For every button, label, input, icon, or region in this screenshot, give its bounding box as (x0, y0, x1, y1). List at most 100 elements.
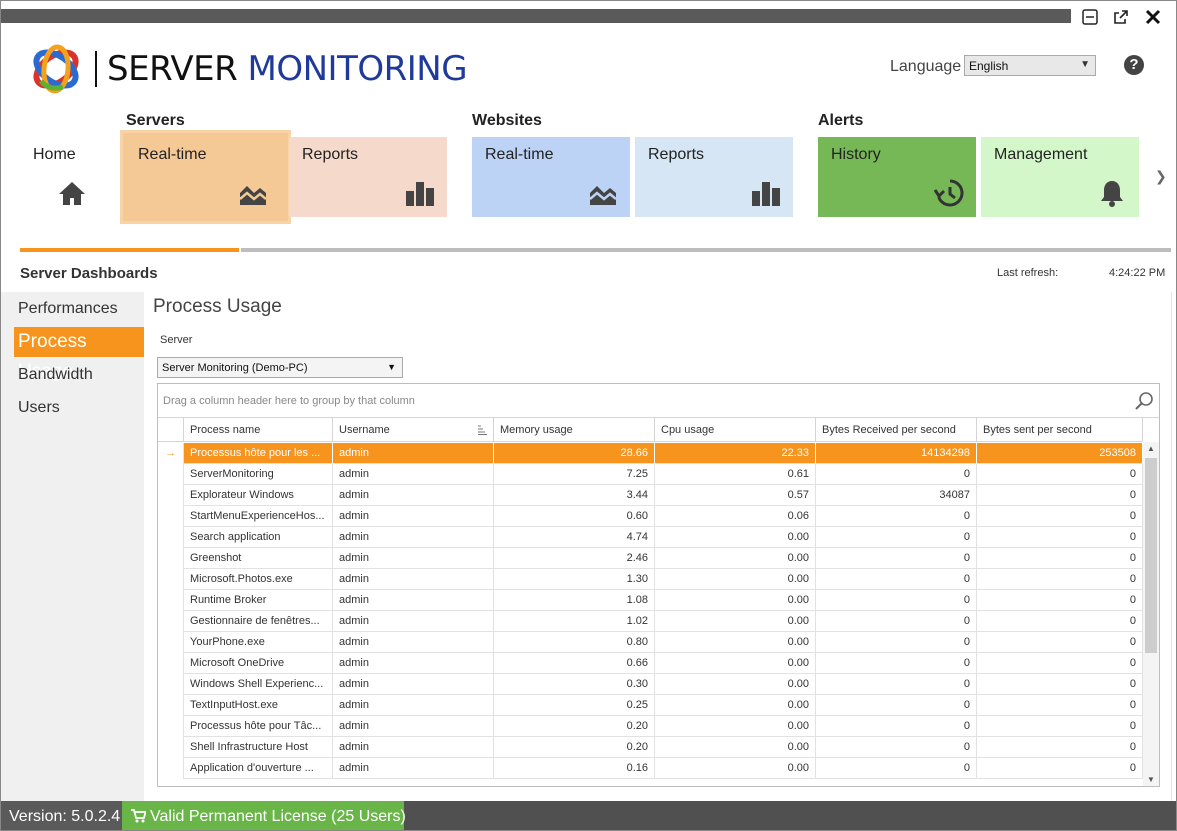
table-row[interactable]: ServerMonitoring admin 7.25 0.61 0 0 (158, 464, 1143, 485)
cell-cpu-usage[interactable]: 22.33 (655, 443, 816, 464)
cell-process-name[interactable]: Microsoft.Photos.exe (184, 569, 333, 590)
cell-process-name[interactable]: TextInputHost.exe (184, 695, 333, 716)
cell-username[interactable]: admin (333, 485, 494, 506)
cell-memory-usage[interactable]: 0.60 (494, 506, 655, 527)
cell-cpu-usage[interactable]: 0.06 (655, 506, 816, 527)
cell-bytes-sent[interactable]: 0 (977, 506, 1143, 527)
sidebar-item-performances[interactable]: Performances (18, 300, 118, 317)
cell-bytes-sent[interactable]: 0 (977, 632, 1143, 653)
table-row[interactable]: YourPhone.exe admin 0.80 0.00 0 0 (158, 632, 1143, 653)
scrollbar-thumb[interactable] (1145, 458, 1157, 653)
cell-bytes-sent[interactable]: 0 (977, 464, 1143, 485)
cell-bytes-received[interactable]: 0 (816, 674, 977, 695)
cell-bytes-sent[interactable]: 0 (977, 590, 1143, 611)
table-row[interactable]: Microsoft.Photos.exe admin 1.30 0.00 0 0 (158, 569, 1143, 590)
cell-bytes-sent[interactable]: 0 (977, 485, 1143, 506)
column-header-cpu-usage[interactable]: Cpu usage (655, 418, 816, 442)
table-row[interactable]: Processus hôte pour Tâc... admin 0.20 0.00 0… (158, 716, 1143, 737)
tile-websites-realtime[interactable]: Real-time (472, 137, 630, 217)
cell-memory-usage[interactable]: 4.74 (494, 527, 655, 548)
scroll-down-icon[interactable]: ▼ (1147, 775, 1155, 784)
cell-bytes-sent[interactable]: 0 (977, 548, 1143, 569)
cell-process-name[interactable]: Application d'ouverture ... (184, 758, 333, 779)
cell-username[interactable]: admin (333, 758, 494, 779)
tile-servers-reports[interactable]: Reports (289, 137, 447, 217)
tile-home[interactable]: Home (21, 137, 101, 217)
cell-username[interactable]: admin (333, 569, 494, 590)
cell-cpu-usage[interactable]: 0.00 (655, 548, 816, 569)
grid-vertical-scrollbar[interactable]: ▲ ▼ (1143, 442, 1159, 786)
cell-username[interactable]: admin (333, 632, 494, 653)
cell-memory-usage[interactable]: 1.08 (494, 590, 655, 611)
table-row[interactable]: Gestionnaire de fenêtres... admin 1.02 0.00… (158, 611, 1143, 632)
table-row[interactable]: Windows Shell Experienc... admin 0.30 0.00 0… (158, 674, 1143, 695)
cell-bytes-received[interactable]: 0 (816, 464, 977, 485)
cell-username[interactable]: admin (333, 527, 494, 548)
cell-cpu-usage[interactable]: 0.00 (655, 611, 816, 632)
cell-cpu-usage[interactable]: 0.00 (655, 695, 816, 716)
table-row[interactable]: Explorateur Windows admin 3.44 0.57 34087 0 (158, 485, 1143, 506)
cell-memory-usage[interactable]: 0.16 (494, 758, 655, 779)
cell-process-name[interactable]: Search application (184, 527, 333, 548)
cell-bytes-received[interactable]: 0 (816, 695, 977, 716)
cell-bytes-sent[interactable]: 0 (977, 527, 1143, 548)
table-row[interactable]: Runtime Broker admin 1.08 0.00 0 0 (158, 590, 1143, 611)
server-select[interactable]: Server Monitoring (Demo-PC) ▼ (157, 357, 403, 378)
cell-bytes-sent[interactable]: 0 (977, 611, 1143, 632)
table-row[interactable]: StartMenuExperienceHos... admin 0.60 0.06 0 0 (158, 506, 1143, 527)
cell-bytes-sent[interactable]: 0 (977, 737, 1143, 758)
cell-cpu-usage[interactable]: 0.00 (655, 674, 816, 695)
table-row[interactable]: TextInputHost.exe admin 0.25 0.00 0 0 (158, 695, 1143, 716)
cell-cpu-usage[interactable]: 0.00 (655, 527, 816, 548)
cell-bytes-sent[interactable]: 253508 (977, 443, 1143, 464)
cell-memory-usage[interactable]: 28.66 (494, 443, 655, 464)
cell-cpu-usage[interactable]: 0.00 (655, 569, 816, 590)
cell-bytes-sent[interactable]: 0 (977, 695, 1143, 716)
cell-bytes-received[interactable]: 0 (816, 569, 977, 590)
cell-username[interactable]: admin (333, 506, 494, 527)
tile-servers-realtime[interactable]: Real-time (120, 130, 291, 224)
cell-memory-usage[interactable]: 0.25 (494, 695, 655, 716)
cell-memory-usage[interactable]: 0.30 (494, 674, 655, 695)
cell-cpu-usage[interactable]: 0.00 (655, 590, 816, 611)
cell-cpu-usage[interactable]: 0.57 (655, 485, 816, 506)
cell-username[interactable]: admin (333, 443, 494, 464)
cell-username[interactable]: admin (333, 674, 494, 695)
tile-websites-reports[interactable]: Reports (635, 137, 793, 217)
cell-memory-usage[interactable]: 0.20 (494, 716, 655, 737)
title-bar[interactable] (1, 9, 1071, 23)
cell-cpu-usage[interactable]: 0.00 (655, 632, 816, 653)
cell-cpu-usage[interactable]: 0.00 (655, 758, 816, 779)
popout-icon[interactable] (1110, 7, 1132, 27)
tile-alerts-history[interactable]: History (818, 137, 976, 217)
help-icon[interactable]: ? (1124, 55, 1144, 75)
cell-bytes-sent[interactable]: 0 (977, 569, 1143, 590)
column-header-bytes-received[interactable]: Bytes Received per second (816, 418, 977, 442)
minimize-icon[interactable] (1079, 7, 1101, 27)
cell-bytes-received[interactable]: 0 (816, 716, 977, 737)
ribbon-next-icon[interactable]: ❯ (1155, 168, 1167, 184)
table-row[interactable]: Microsoft OneDrive admin 0.66 0.00 0 0 (158, 653, 1143, 674)
tile-alerts-management[interactable]: Management (981, 137, 1139, 217)
cell-process-name[interactable]: Explorateur Windows (184, 485, 333, 506)
cell-cpu-usage[interactable]: 0.00 (655, 737, 816, 758)
cell-bytes-received[interactable]: 34087 (816, 485, 977, 506)
cell-cpu-usage[interactable]: 0.61 (655, 464, 816, 485)
cell-bytes-received[interactable]: 0 (816, 653, 977, 674)
cell-process-name[interactable]: Gestionnaire de fenêtres... (184, 611, 333, 632)
cell-username[interactable]: admin (333, 548, 494, 569)
cell-memory-usage[interactable]: 0.20 (494, 737, 655, 758)
cell-bytes-received[interactable]: 0 (816, 737, 977, 758)
cell-bytes-received[interactable]: 0 (816, 758, 977, 779)
table-row[interactable]: Application d'ouverture ... admin 0.16 0.00… (158, 758, 1143, 779)
cell-memory-usage[interactable]: 2.46 (494, 548, 655, 569)
cell-process-name[interactable]: YourPhone.exe (184, 632, 333, 653)
sidebar-item-users[interactable]: Users (18, 399, 60, 416)
column-header-username[interactable]: Username (333, 418, 494, 442)
cell-process-name[interactable]: Shell Infrastructure Host (184, 737, 333, 758)
cell-bytes-sent[interactable]: 0 (977, 653, 1143, 674)
cell-cpu-usage[interactable]: 0.00 (655, 716, 816, 737)
column-header-bytes-sent[interactable]: Bytes sent per second (977, 418, 1143, 442)
close-icon[interactable] (1142, 7, 1164, 27)
sidebar-item-bandwidth[interactable]: Bandwidth (18, 366, 93, 383)
